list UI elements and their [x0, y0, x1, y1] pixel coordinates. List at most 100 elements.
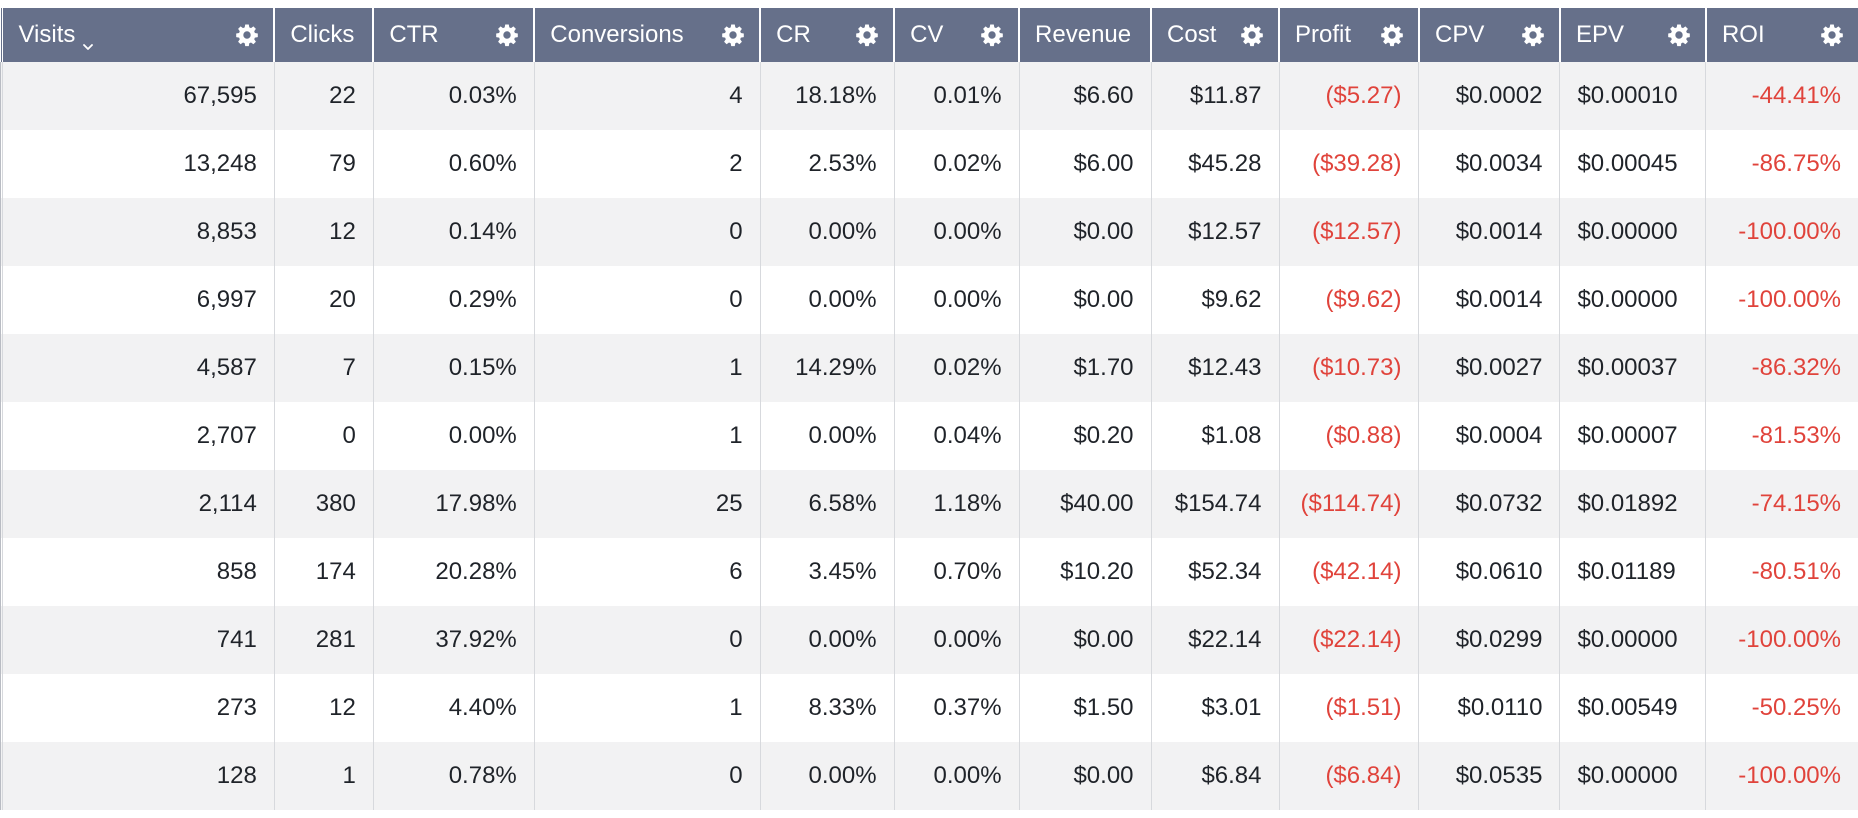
gear-icon[interactable] [235, 23, 259, 47]
cell-visits: 67,595 [1, 62, 275, 130]
header-edge [0, 8, 3, 62]
cell-roi: -44.41% [1705, 62, 1858, 130]
column-header-text: Conversions [550, 21, 684, 48]
stats-table: Visits Clicks CTR Conversions CR CV Revenue Cos… [0, 8, 1858, 810]
column-header-text: Visits [18, 21, 76, 48]
cell-roi: -100.00% [1705, 742, 1858, 810]
cell-revenue: $40.00 [1018, 470, 1152, 538]
column-header-label: Cost [1167, 21, 1216, 49]
cell-visits: 741 [1, 606, 275, 674]
cell-epv: $0.00045 [1559, 130, 1706, 198]
cell-cr: 2.53% [759, 130, 895, 198]
column-header-conversions[interactable]: Conversions [533, 8, 761, 62]
column-header-text: Revenue [1035, 21, 1132, 48]
cell-epv: $0.00010 [1559, 62, 1706, 130]
cell-profit: ($0.88) [1278, 402, 1419, 470]
cell-cv: 0.70% [893, 538, 1020, 606]
cell-clicks: 12 [273, 674, 374, 742]
column-header-roi[interactable]: ROI [1704, 8, 1858, 62]
gear-icon[interactable] [1667, 23, 1691, 47]
gear-icon[interactable] [1240, 23, 1264, 47]
gear-icon[interactable] [1380, 23, 1404, 47]
gear-icon[interactable] [1820, 23, 1844, 47]
chevron-down-icon[interactable] [83, 31, 94, 50]
cell-ctr: 0.29% [372, 266, 535, 334]
column-header-clicks[interactable]: Clicks [273, 8, 374, 62]
cell-revenue: $0.00 [1018, 606, 1152, 674]
cell-revenue: $0.00 [1018, 742, 1152, 810]
cell-roi: -86.75% [1705, 130, 1858, 198]
cell-cr: 18.18% [759, 62, 895, 130]
cell-roi: -74.15% [1705, 470, 1858, 538]
table-row[interactable]: 128 1 0.78% 0 0.00% 0.00% $0.00 $6.84 ($6.84) $0.… [0, 742, 1858, 810]
column-header-cr[interactable]: CR [759, 8, 895, 62]
cell-conversions: 0 [533, 266, 761, 334]
column-header-cpv[interactable]: CPV [1417, 8, 1560, 62]
column-header-revenue[interactable]: Revenue [1018, 8, 1152, 62]
cell-epv: $0.01189 [1559, 538, 1706, 606]
cell-profit: ($5.27) [1278, 62, 1419, 130]
table-row[interactable]: 2,114 380 17.98% 25 6.58% 1.18% $40.00 $154.74(… [0, 470, 1858, 538]
column-header-label: Clicks [290, 21, 354, 49]
cell-conversions: 4 [533, 62, 761, 130]
table-row[interactable]: 273 12 4.40% 1 8.33% 0.37% $1.50 $3.01 ($1.51) $0… [0, 674, 1858, 742]
column-header-profit[interactable]: Profit [1278, 8, 1419, 62]
cell-conversions: 25 [533, 470, 761, 538]
row-edge [0, 402, 3, 470]
cell-clicks: 380 [273, 470, 374, 538]
cell-cpv: $0.0732 [1418, 470, 1560, 538]
cell-ctr: 0.14% [372, 198, 535, 266]
cell-cost: $12.43 [1150, 334, 1279, 402]
column-header-label: Conversions [550, 21, 683, 49]
table-row[interactable]: 6,997 20 0.29% 0 0.00% 0.00% $0.00 $9.62 ($9.62)… [0, 266, 1858, 334]
table-row[interactable]: 13,248 79 0.60% 2 2.53% 0.02% $6.00 $45.28 ($39.… [0, 130, 1858, 198]
column-header-label: CPV [1435, 21, 1484, 49]
cell-cost: $12.57 [1150, 198, 1279, 266]
column-header-cost[interactable]: Cost [1150, 8, 1279, 62]
cell-cv: 0.04% [893, 402, 1020, 470]
cell-cv: 0.37% [893, 674, 1020, 742]
cell-cost: $45.28 [1150, 130, 1279, 198]
cell-cpv: $0.0034 [1418, 130, 1560, 198]
cell-visits: 2,114 [1, 470, 275, 538]
column-header-text: CTR [389, 21, 439, 48]
table-row[interactable]: 858 174 20.28% 6 3.45% 0.70% $10.20 $52.34 ($42.… [0, 538, 1858, 606]
gear-icon[interactable] [980, 23, 1004, 47]
table-row[interactable]: 741 281 37.92% 0 0.00% 0.00% $0.00 $22.14 ($22.1… [0, 606, 1858, 674]
cell-roi: -50.25% [1705, 674, 1858, 742]
cell-ctr: 0.60% [372, 130, 535, 198]
row-edge [0, 62, 3, 130]
column-header-text: CV [910, 21, 944, 48]
column-header-epv[interactable]: EPV [1558, 8, 1706, 62]
cell-revenue: $1.50 [1018, 674, 1152, 742]
column-header-text: Profit [1295, 21, 1352, 48]
row-edge [0, 470, 3, 538]
cell-revenue: $6.60 [1018, 62, 1152, 130]
table-row[interactable]: 2,707 0 0.00% 1 0.00% 0.04% $0.20 $1.08 ($0.88) $… [0, 402, 1858, 470]
table-row[interactable]: 4,587 7 0.15% 1 14.29% 0.02% $1.70 $12.43 ($10.7… [0, 334, 1858, 402]
row-edge [0, 266, 3, 334]
table-row[interactable]: 8,853 12 0.14% 0 0.00% 0.00% $0.00 $12.57 ($12.5… [0, 198, 1858, 266]
gear-icon[interactable] [1521, 23, 1545, 47]
cell-clicks: 281 [273, 606, 374, 674]
gear-icon[interactable] [495, 23, 519, 47]
cell-cpv: $0.0004 [1418, 402, 1560, 470]
gear-icon[interactable] [855, 23, 879, 47]
column-header-ctr[interactable]: CTR [372, 8, 535, 62]
cell-cpv: $0.0299 [1418, 606, 1560, 674]
cell-conversions: 1 [533, 334, 761, 402]
cell-cr: 14.29% [759, 334, 895, 402]
cell-cost: $9.62 [1150, 266, 1279, 334]
column-header-cv[interactable]: CV [893, 8, 1020, 62]
cell-revenue: $0.20 [1018, 402, 1152, 470]
row-edge [0, 606, 3, 674]
cell-epv: $0.00000 [1559, 742, 1706, 810]
cell-cr: 0.00% [759, 402, 895, 470]
cell-roi: -100.00% [1705, 606, 1858, 674]
table-row[interactable]: 67,595 22 0.03% 4 18.18% 0.01% $6.60 $11.87 ($5.… [0, 62, 1858, 130]
gear-icon[interactable] [721, 23, 745, 47]
column-header-text: CPV [1434, 21, 1485, 48]
column-header-visits[interactable]: Visits [1, 8, 275, 62]
column-header-label: Visits [18, 21, 94, 50]
cell-cr: 8.33% [759, 674, 895, 742]
